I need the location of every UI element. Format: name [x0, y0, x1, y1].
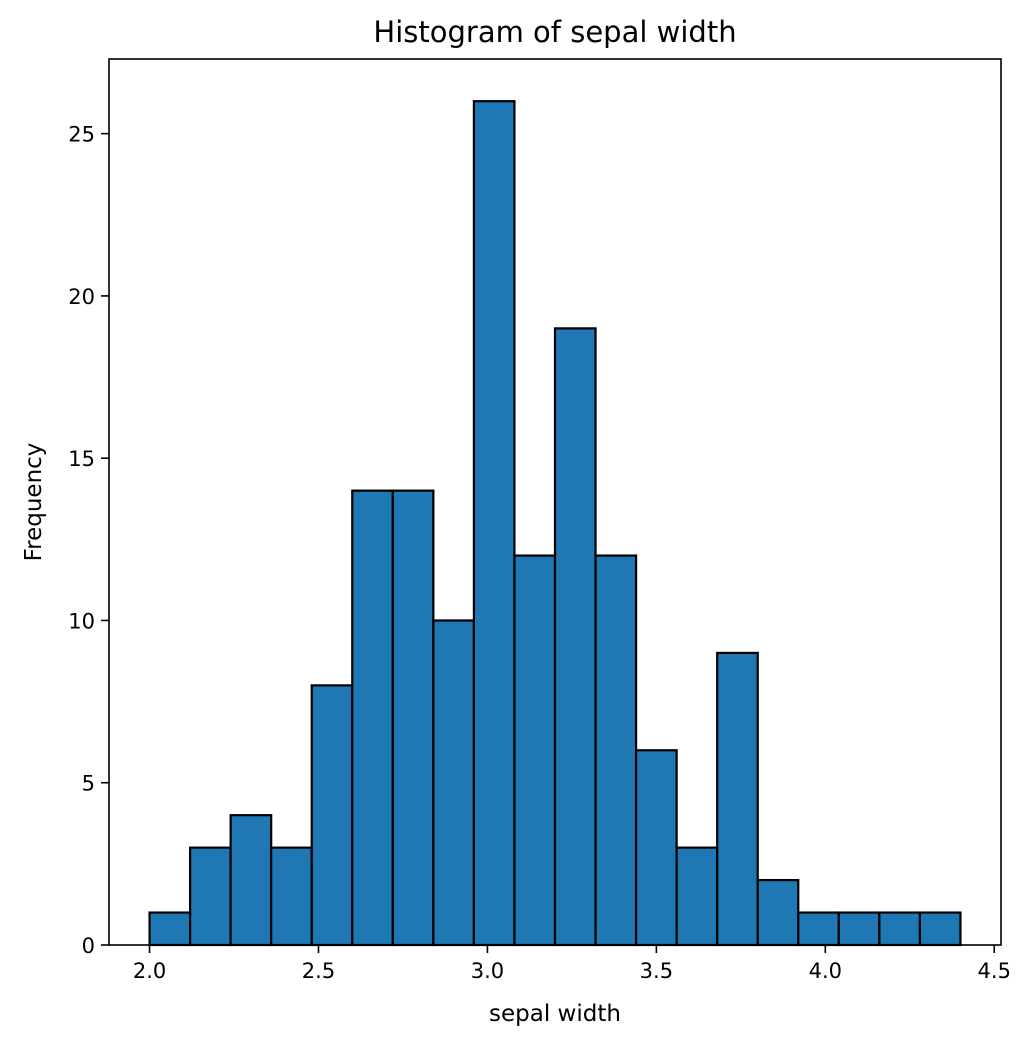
histogram-bar — [837, 911, 881, 947]
histogram-bar — [270, 846, 313, 947]
histogram-bar — [675, 846, 719, 947]
histogram-bar — [351, 489, 394, 947]
y-tick-label: 0 — [82, 934, 95, 958]
histogram-bar — [634, 749, 678, 947]
histogram-bar — [716, 651, 759, 947]
plot-frame — [108, 58, 1002, 946]
x-tick-label: 3.0 — [471, 959, 504, 983]
histogram-bar — [594, 554, 638, 947]
histogram-bar — [878, 911, 922, 947]
histogram-bar — [391, 489, 435, 947]
histogram-bar — [229, 814, 273, 947]
x-tick-label: 4.0 — [809, 959, 842, 983]
x-tick-label: 2.0 — [133, 959, 166, 983]
y-axis-ticks: 0 5 10 15 20 25 — [68, 123, 109, 958]
bars-group — [148, 100, 962, 947]
y-tick-label: 20 — [68, 285, 95, 309]
y-tick-label: 10 — [68, 609, 95, 633]
x-axis-ticks: 2.0 2.5 3.0 3.5 4.0 4.5 — [133, 945, 1011, 983]
x-tick-label: 2.5 — [302, 959, 335, 983]
y-tick-label: 5 — [82, 772, 95, 796]
histogram-bar — [797, 911, 840, 947]
histogram-bar — [918, 911, 962, 947]
x-tick-label: 4.5 — [978, 959, 1011, 983]
histogram-bar — [553, 327, 597, 947]
chart-title: Histogram of sepal width — [373, 15, 736, 49]
histogram-bar — [188, 846, 232, 947]
y-tick-label: 15 — [68, 447, 95, 471]
histogram-bar — [513, 554, 557, 947]
histogram-bar — [756, 878, 800, 947]
histogram-bar — [148, 911, 192, 947]
histogram-bar — [310, 684, 354, 947]
histogram-bar — [472, 100, 516, 947]
x-axis-label: sepal width — [489, 1001, 621, 1027]
y-axis-label: Frequency — [21, 443, 47, 562]
y-tick-label: 25 — [68, 123, 95, 147]
histogram-bar — [432, 619, 476, 947]
x-tick-label: 3.5 — [640, 959, 673, 983]
